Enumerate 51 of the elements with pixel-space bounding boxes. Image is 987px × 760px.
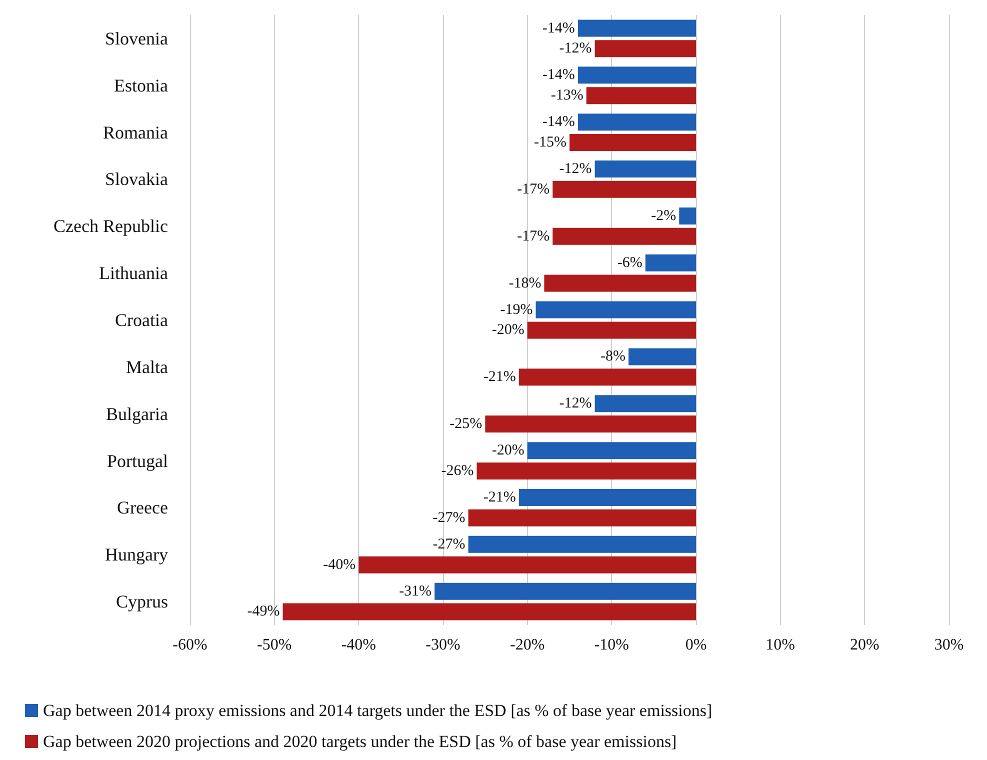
y-tick-label: Bulgaria — [106, 404, 168, 424]
data-label: -17% — [517, 228, 550, 244]
data-label: -27% — [432, 510, 466, 526]
x-tick-label: -20% — [510, 636, 545, 654]
data-label: -25% — [450, 416, 482, 432]
x-tick-label: -10% — [594, 636, 629, 654]
data-label: -49% — [247, 604, 280, 620]
data-label: -19% — [500, 302, 533, 318]
data-label: -14% — [542, 114, 575, 130]
y-tick-label: Slovakia — [105, 169, 168, 190]
y-tick-label: Slovenia — [105, 28, 168, 48]
data-label: -21% — [483, 369, 516, 386]
x-tick-label: -50% — [257, 636, 292, 654]
data-label: -14% — [542, 20, 575, 36]
x-tick-label: -60% — [172, 636, 208, 654]
data-label: -12% — [559, 40, 592, 57]
data-label: -15% — [534, 134, 566, 151]
x-tick-label: 30% — [934, 636, 964, 654]
y-tick-label: Cyprus — [116, 592, 168, 612]
data-label: -21% — [483, 489, 516, 506]
y-tick-label: Croatia — [115, 310, 168, 330]
data-label: -8% — [600, 348, 626, 365]
data-label: -6% — [617, 254, 642, 271]
data-label: -12% — [559, 161, 592, 178]
x-tick-label: 10% — [766, 636, 795, 654]
y-tick-label: Lithuania — [99, 263, 168, 284]
data-label: -27% — [432, 536, 466, 552]
data-label: -17% — [517, 181, 550, 198]
y-tick-label: Portugal — [107, 450, 168, 471]
data-label: -26% — [441, 462, 474, 479]
data-label: -20% — [492, 322, 524, 338]
data-label: -12% — [559, 396, 592, 412]
data-label: -20% — [492, 442, 524, 459]
y-tick-label: Malta — [126, 356, 168, 377]
x-tick-label: -30% — [426, 636, 460, 654]
data-label: -13% — [550, 88, 584, 104]
data-label: -40% — [323, 556, 356, 573]
x-tick-label: 20% — [850, 636, 880, 654]
data-label: -18% — [508, 275, 542, 292]
legend-label: Gap between 2020 projections and 2020 targets under the ESD [as % of base year emissions] — [43, 732, 677, 751]
data-label: -31% — [399, 583, 432, 600]
y-tick-label: Czech Republic — [54, 216, 168, 236]
x-tick-label: 0% — [685, 636, 707, 654]
legend-label: Gap between 2014 proxy emissions and 2014 targets under the ESD [as % of base year emissions] — [43, 701, 712, 720]
y-tick-label: Hungary — [105, 544, 168, 565]
y-tick-label: Romania — [103, 122, 168, 142]
data-label: -14% — [542, 67, 575, 84]
x-tick-label: -40% — [341, 636, 376, 654]
data-label: -2% — [651, 208, 676, 224]
y-tick-label: Estonia — [114, 75, 168, 96]
y-tick-label: Greece — [117, 498, 168, 518]
